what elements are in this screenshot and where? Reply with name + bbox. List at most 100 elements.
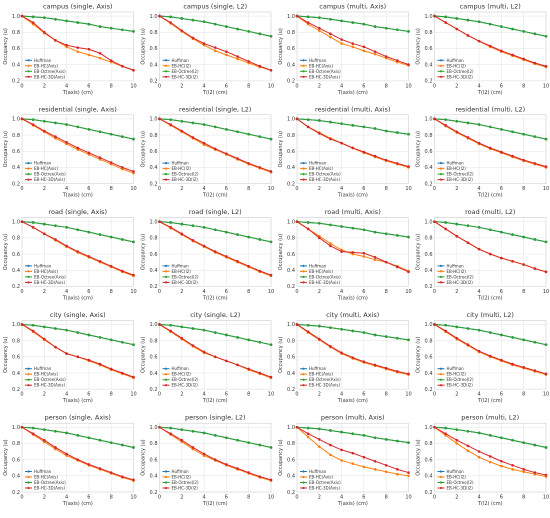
data-point-eb-octree — [169, 323, 172, 327]
y-tick-label: 0.8 — [425, 338, 433, 344]
data-point-eb-octree — [329, 326, 332, 329]
chart-title: residential (single, L2) — [179, 105, 251, 113]
y-axis-label: Occupancy (u) — [3, 234, 9, 270]
x-tick-label: 0 — [295, 289, 298, 295]
y-tick-label: 0.8 — [150, 441, 158, 447]
data-point-eb-hc-3d — [258, 475, 262, 478]
x-axis-label: T(l2) (cm) — [477, 193, 503, 199]
data-point-eb-hc-3d — [511, 53, 514, 57]
x-tick-label: 8 — [522, 392, 525, 398]
x-tick-label: 6 — [225, 289, 228, 295]
legend-entry-huffman: Huffman — [309, 469, 327, 474]
y-tick-label: 1.0 — [287, 322, 295, 328]
y-axis-label: Occupancy (u) — [141, 439, 147, 475]
chart-panel-person-single-l2: 0 2 4 6 8 10 0.2 0.4 0.6 0.8 1.0 person (single, L2… — [141, 414, 275, 507]
data-point-eb-hc-3d — [98, 260, 102, 263]
chart-panel-campus-multi-l2: 0 2 4 6 8 10 0.2 0.4 0.6 0.8 1.0 campus (multi, L2)… — [416, 3, 550, 96]
legend-entry-eb-octree: EB-Octree(Axis) — [309, 69, 341, 74]
data-point-eb-hc — [362, 255, 366, 258]
data-point-eb-octree — [121, 135, 124, 138]
data-point-eb-hc-3d — [132, 478, 135, 482]
legend-entry-eb-hc: EB-HC(Axis) — [309, 475, 333, 480]
data-point-eb-hc-3d — [109, 59, 113, 62]
y-tick-label: 0.6 — [150, 355, 158, 361]
x-tick-label: 10 — [405, 83, 411, 89]
data-point-eb-hc — [318, 445, 321, 448]
y-tick-label: 0.6 — [425, 252, 433, 258]
data-point-eb-hc-3d — [87, 255, 91, 258]
data-point-eb-hc-3d — [340, 38, 343, 41]
data-point-eb-hc-3d — [544, 270, 548, 274]
data-point-eb-octree — [191, 121, 195, 125]
data-point-eb-octree — [269, 446, 273, 449]
data-point-eb-octree — [191, 224, 195, 227]
data-point-eb-octree — [466, 429, 470, 433]
x-axis-label: T(axis) (cm) — [337, 295, 368, 301]
x-tick-label: 6 — [500, 289, 503, 295]
data-point-eb-hc-3d — [433, 323, 436, 326]
data-point-eb-hc — [329, 453, 332, 457]
legend-marker-eb-hc-3d — [27, 281, 30, 284]
data-point-eb-octree — [43, 222, 46, 226]
data-point-eb-hc-3d — [76, 46, 80, 49]
y-tick-label: 0.2 — [150, 79, 158, 85]
data-point-eb-octree — [87, 128, 91, 131]
data-point-eb-hc-3d — [20, 323, 24, 326]
data-point-eb-hc-3d — [158, 117, 161, 121]
x-tick-label: 8 — [247, 186, 250, 192]
data-point-eb-octree — [213, 434, 217, 437]
x-tick-label: 6 — [500, 83, 503, 89]
legend-entry-huffman: Huffman — [34, 366, 52, 371]
data-point-eb-hc-3d — [407, 63, 410, 66]
y-axis-label: Occupancy (u) — [416, 439, 422, 475]
legend-entry-huffman: Huffman — [172, 263, 190, 268]
data-point-eb-octree — [54, 429, 57, 433]
data-point-eb-octree — [340, 430, 343, 434]
y-tick-label: 0.8 — [287, 441, 295, 447]
legend-entry-eb-hc-3d: EB-HC-3D(l2) — [172, 177, 199, 182]
data-point-eb-octree — [236, 233, 239, 236]
data-point-eb-octree — [202, 123, 206, 126]
y-tick-label: 0.8 — [287, 133, 295, 139]
data-point-eb-hc-3d — [522, 263, 525, 266]
data-point-eb-hc-3d — [109, 367, 113, 371]
x-tick-label: 4 — [340, 392, 343, 398]
data-point-eb-octree — [132, 137, 135, 141]
data-point-eb-hc-3d — [306, 227, 310, 231]
data-point-eb-hc-3d — [329, 244, 332, 248]
data-point-eb-octree — [396, 336, 399, 340]
data-point-eb-hc-3d — [295, 14, 299, 18]
legend-marker-eb-hc — [164, 475, 168, 479]
x-tick-label: 0 — [158, 186, 161, 192]
data-point-eb-hc-3d — [109, 471, 113, 474]
data-point-eb-octree — [318, 427, 321, 431]
data-point-eb-hc-3d — [158, 14, 161, 18]
data-point-eb-hc-3d — [169, 432, 172, 436]
y-tick-label: 0.2 — [12, 79, 20, 85]
data-point-eb-hc-3d — [444, 21, 447, 24]
data-point-eb-hc-3d — [351, 42, 355, 45]
legend-marker-eb-hc-3d — [27, 75, 30, 78]
x-tick-label: 4 — [203, 83, 206, 89]
legend-entry-huffman: Huffman — [172, 161, 190, 166]
data-point-eb-octree — [31, 221, 35, 224]
chart-title: road (single, Axis) — [48, 208, 107, 216]
data-point-eb-octree — [258, 32, 262, 36]
y-tick-label: 1.0 — [12, 14, 20, 20]
data-point-eb-hc-3d — [488, 455, 492, 458]
x-tick-label: 6 — [87, 83, 90, 89]
x-tick-label: 2 — [318, 83, 321, 89]
data-point-eb-hc-3d — [225, 50, 228, 53]
legend-entry-eb-hc: EB-HC(l2) — [447, 475, 467, 480]
data-point-eb-hc-3d — [373, 154, 377, 158]
data-point-eb-hc — [407, 474, 410, 478]
data-point-eb-hc — [76, 50, 80, 53]
x-tick-label: 10 — [543, 392, 549, 398]
data-point-eb-hc-3d — [121, 475, 124, 478]
y-tick-label: 0.8 — [425, 441, 433, 447]
y-tick-label: 0.6 — [425, 149, 433, 155]
data-point-eb-octree — [500, 25, 503, 28]
legend-marker-eb-hc-3d — [302, 75, 305, 78]
legend-marker-huffman — [164, 162, 168, 165]
